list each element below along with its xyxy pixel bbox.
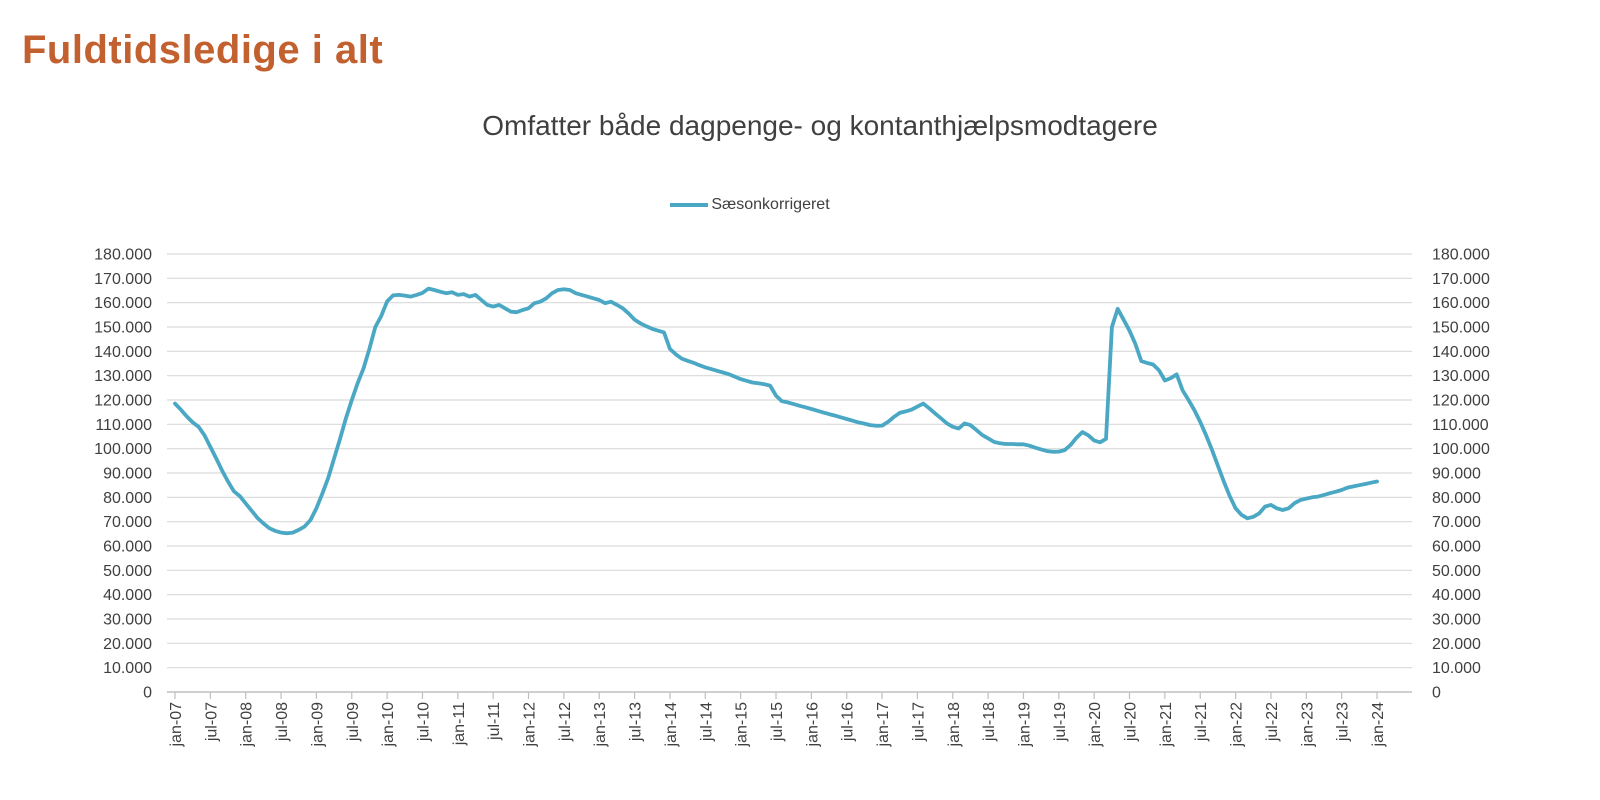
svg-text:0: 0 xyxy=(143,685,152,702)
y-axis-labels-left: 0 10.000 20.000 30.000 40.000 50.000 60.000 70.… xyxy=(94,247,152,702)
svg-text:jan-10: jan-10 xyxy=(380,702,397,748)
svg-text:jul-12: jul-12 xyxy=(557,702,574,742)
svg-text:20.000: 20.000 xyxy=(1432,636,1481,653)
svg-text:120.000: 120.000 xyxy=(94,393,152,410)
svg-text:jul-20: jul-20 xyxy=(1123,702,1140,742)
svg-text:40.000: 40.000 xyxy=(1432,587,1481,604)
svg-text:60.000: 60.000 xyxy=(1432,539,1481,556)
svg-text:jul-23: jul-23 xyxy=(1335,702,1352,742)
svg-text:100.000: 100.000 xyxy=(94,441,152,458)
svg-text:70.000: 70.000 xyxy=(103,514,152,531)
svg-text:110.000: 110.000 xyxy=(95,417,152,434)
x-axis-labels: jan-07 jul-07 jan-08 jul-08 jan-09 jul-09 jan-… xyxy=(168,702,1387,748)
svg-text:60.000: 60.000 xyxy=(103,539,152,556)
svg-text:0: 0 xyxy=(1432,685,1441,702)
svg-text:jul-18: jul-18 xyxy=(981,702,998,742)
svg-text:jul-16: jul-16 xyxy=(840,702,857,742)
svg-text:180.000: 180.000 xyxy=(1432,247,1490,264)
svg-text:180.000: 180.000 xyxy=(94,247,152,264)
svg-text:150.000: 150.000 xyxy=(94,320,152,337)
svg-text:jan-19: jan-19 xyxy=(1016,702,1033,748)
svg-text:jul-15: jul-15 xyxy=(769,702,786,742)
svg-text:jan-14: jan-14 xyxy=(663,702,680,748)
svg-text:jan-08: jan-08 xyxy=(239,702,256,748)
legend-label: Sæsonkorrigeret xyxy=(711,196,830,213)
svg-text:jul-13: jul-13 xyxy=(628,702,645,742)
svg-text:jul-10: jul-10 xyxy=(415,702,432,742)
svg-text:jan-13: jan-13 xyxy=(592,702,609,748)
svg-text:jul-17: jul-17 xyxy=(910,702,927,742)
svg-text:30.000: 30.000 xyxy=(1432,612,1481,629)
gridlines xyxy=(167,253,1412,669)
legend-line-marker xyxy=(670,203,709,207)
svg-text:130.000: 130.000 xyxy=(1432,368,1490,385)
svg-text:jan-16: jan-16 xyxy=(804,702,821,748)
svg-text:jan-07: jan-07 xyxy=(168,702,185,748)
svg-text:120.000: 120.000 xyxy=(1432,393,1490,410)
x-axis-ticks xyxy=(174,692,1378,699)
svg-text:30.000: 30.000 xyxy=(103,612,152,629)
svg-text:jan-15: jan-15 xyxy=(734,702,751,748)
svg-text:150.000: 150.000 xyxy=(1432,320,1490,337)
svg-text:jul-08: jul-08 xyxy=(274,702,291,742)
chart-legend: Sæsonkorrigeret xyxy=(0,196,1500,214)
svg-text:170.000: 170.000 xyxy=(94,271,152,288)
svg-text:40.000: 40.000 xyxy=(103,587,152,604)
svg-text:70.000: 70.000 xyxy=(1432,514,1481,531)
svg-text:jan-12: jan-12 xyxy=(522,702,539,748)
svg-text:jul-22: jul-22 xyxy=(1264,702,1281,742)
svg-text:jul-09: jul-09 xyxy=(345,702,362,742)
svg-text:10.000: 10.000 xyxy=(1432,660,1481,677)
svg-text:jan-09: jan-09 xyxy=(309,702,326,748)
svg-text:140.000: 140.000 xyxy=(94,344,152,361)
svg-text:20.000: 20.000 xyxy=(103,636,152,653)
svg-text:jan-18: jan-18 xyxy=(946,702,963,748)
series-line-saesonkorrigeret xyxy=(173,286,1379,536)
chart-subtitle: Omfatter både dagpenge- og kontanthjælps… xyxy=(482,110,1158,141)
svg-text:jul-14: jul-14 xyxy=(698,702,715,742)
svg-text:jan-11: jan-11 xyxy=(451,702,468,746)
svg-text:jul-21: jul-21 xyxy=(1193,702,1210,742)
svg-text:160.000: 160.000 xyxy=(94,295,152,312)
svg-text:jan-24: jan-24 xyxy=(1370,702,1387,748)
svg-text:90.000: 90.000 xyxy=(1432,466,1481,483)
svg-text:140.000: 140.000 xyxy=(1432,344,1490,361)
svg-text:jul-07: jul-07 xyxy=(203,702,220,742)
svg-text:jan-21: jan-21 xyxy=(1158,702,1175,748)
svg-text:jul-11: jul-11 xyxy=(486,702,503,741)
svg-text:jan-17: jan-17 xyxy=(875,702,892,748)
svg-text:50.000: 50.000 xyxy=(1432,563,1481,580)
svg-text:160.000: 160.000 xyxy=(1432,295,1490,312)
svg-text:10.000: 10.000 xyxy=(103,660,152,677)
svg-text:80.000: 80.000 xyxy=(1432,490,1481,507)
svg-text:jan-22: jan-22 xyxy=(1229,702,1246,748)
svg-text:jul-19: jul-19 xyxy=(1052,702,1069,742)
svg-text:80.000: 80.000 xyxy=(103,490,152,507)
svg-text:jan-23: jan-23 xyxy=(1299,702,1316,748)
y-axis-labels-right: 0 10.000 20.000 30.000 40.000 50.000 60.000 70.… xyxy=(1432,247,1490,702)
svg-text:170.000: 170.000 xyxy=(1432,271,1490,288)
svg-text:90.000: 90.000 xyxy=(103,466,152,483)
page-title: Fuldtidsledige i alt xyxy=(22,28,384,72)
svg-text:100.000: 100.000 xyxy=(1432,441,1490,458)
svg-text:130.000: 130.000 xyxy=(94,368,152,385)
svg-text:110.000: 110.000 xyxy=(1432,417,1489,434)
svg-text:jan-20: jan-20 xyxy=(1087,702,1104,748)
svg-text:50.000: 50.000 xyxy=(103,563,152,580)
